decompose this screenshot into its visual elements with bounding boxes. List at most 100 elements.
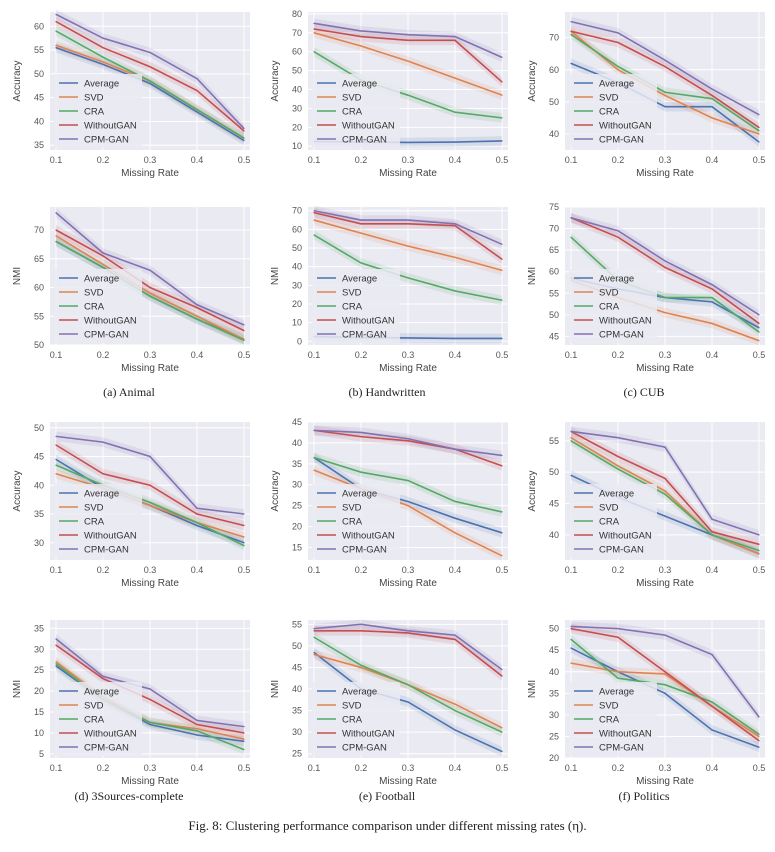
y-tick-label: 40 xyxy=(292,438,302,448)
point-withoutgan xyxy=(360,436,362,438)
x-axis-label: Missing Rate xyxy=(379,168,437,179)
y-tick-label: 70 xyxy=(549,33,559,43)
y-tick-label: 40 xyxy=(292,684,302,694)
x-tick-label: 0.3 xyxy=(144,565,157,575)
legend-label-average: Average xyxy=(342,489,377,500)
point-cpm-gan xyxy=(102,252,104,254)
point-svd xyxy=(55,235,57,237)
x-tick-label: 0.3 xyxy=(402,565,415,575)
band-withoutgan xyxy=(571,623,759,746)
legend-label-svd: SVD xyxy=(84,503,104,514)
legend-label-cra: CRA xyxy=(599,107,620,118)
point-cra xyxy=(243,545,245,547)
y-tick-label: 40 xyxy=(549,667,559,677)
point-withoutgan xyxy=(102,47,104,49)
legend-label-average: Average xyxy=(84,687,119,698)
point-cra xyxy=(501,299,503,301)
x-tick-label: 0.5 xyxy=(753,155,766,165)
x-tick-label: 0.1 xyxy=(308,763,321,773)
band-cpm-gan xyxy=(56,431,244,519)
legend-box xyxy=(569,484,657,558)
point-cpm-gan xyxy=(664,446,666,448)
point-cpm-gan xyxy=(149,269,151,271)
chart-svg: 5 10 15 20 25 30 35 0.1 0.2 0.3 0.4 0.5 Missing Rate… xyxy=(12,620,250,787)
point-cra xyxy=(149,501,151,504)
band-average xyxy=(56,661,244,747)
point-average xyxy=(711,729,713,731)
y-tick-label: 5 xyxy=(39,749,44,759)
point-cpm-gan xyxy=(243,513,245,515)
legend: Average SVD CRA WithoutGAN CPM-GAN xyxy=(54,682,142,756)
point-average xyxy=(664,106,666,108)
x-tick-label: 0.2 xyxy=(355,155,368,165)
point-withoutgan xyxy=(711,94,713,97)
x-tick-label: 0.2 xyxy=(355,763,368,773)
x-tick-label: 0.4 xyxy=(191,350,204,360)
point-cpm-gan xyxy=(407,630,409,632)
legend: Average SVD CRA WithoutGAN CPM-GAN xyxy=(54,269,142,343)
x-tick-label: 0.5 xyxy=(238,350,251,360)
band-withoutgan xyxy=(56,640,244,738)
chart-3sources-accuracy: 30 35 40 45 50 0.1 0.2 0.3 0.4 0.5 Missing Rate Acc… xyxy=(0,410,258,600)
point-cpm-gan xyxy=(711,284,713,286)
legend-label-withoutgan: WithoutGAN xyxy=(84,316,137,327)
legend-label-average: Average xyxy=(84,79,119,90)
legend-label-svd: SVD xyxy=(342,503,362,514)
point-withoutgan xyxy=(55,229,57,231)
x-axis-label: Missing Rate xyxy=(379,578,437,589)
x-tick-label: 0.1 xyxy=(565,565,578,575)
y-axis-label: NMI xyxy=(527,267,538,285)
legend-label-withoutgan: WithoutGAN xyxy=(84,531,137,542)
point-cra xyxy=(313,636,315,638)
y-tick-label: 25 xyxy=(292,501,302,511)
y-tick-label: 75 xyxy=(549,202,559,212)
point-cpm-gan xyxy=(407,219,409,221)
x-tick-label: 0.5 xyxy=(496,763,509,773)
x-axis-label: Missing Rate xyxy=(379,776,437,787)
point-average xyxy=(243,542,245,544)
point-cra xyxy=(617,677,619,679)
point-cra xyxy=(149,721,151,724)
point-cra xyxy=(149,295,151,297)
point-withoutgan xyxy=(501,81,503,83)
y-axis-label: Accuracy xyxy=(12,470,23,511)
point-cpm-gan xyxy=(55,212,57,214)
point-svd xyxy=(243,536,245,538)
y-tick-label: 35 xyxy=(34,140,44,150)
point-cpm-gan xyxy=(360,30,362,32)
legend-box xyxy=(312,484,400,558)
band-cpm-gan xyxy=(314,205,502,250)
point-average xyxy=(664,515,666,517)
y-tick-label: 50 xyxy=(549,310,559,320)
band-cpm-gan xyxy=(571,16,759,120)
legend-label-withoutgan: WithoutGAN xyxy=(599,531,652,542)
point-cpm-gan xyxy=(454,223,456,225)
point-svd xyxy=(501,727,503,729)
point-withoutgan xyxy=(243,130,245,132)
legend-label-svd: SVD xyxy=(84,701,104,712)
y-tick-label: 70 xyxy=(292,206,302,216)
legend-label-average: Average xyxy=(599,274,634,285)
chart-handwritten-nmi: 0 10 20 30 40 50 60 70 0.1 0.2 0.3 0.4 0.5 Missing Ra… xyxy=(258,195,516,385)
y-tick-label: 40 xyxy=(292,262,302,272)
y-tick-label: 65 xyxy=(549,245,559,255)
chart-svg: 15 20 25 30 35 40 45 0.1 0.2 0.3 0.4 0.5 Missing Rat… xyxy=(270,417,508,589)
y-tick-label: 30 xyxy=(292,727,302,737)
point-withoutgan xyxy=(360,35,362,38)
legend-label-withoutgan: WithoutGAN xyxy=(342,531,395,542)
point-cpm-gan xyxy=(243,324,245,326)
point-cpm-gan xyxy=(313,22,315,24)
chart-svg: 25 30 35 40 45 50 55 0.1 0.2 0.3 0.4 0.5 Missing Rat… xyxy=(270,619,509,787)
y-tick-label: 60 xyxy=(292,224,302,234)
legend: Average SVD CRA WithoutGAN CPM-GAN xyxy=(312,269,400,343)
point-cra xyxy=(711,296,713,299)
legend-label-cra: CRA xyxy=(342,302,363,313)
point-cra xyxy=(55,240,57,243)
point-cra xyxy=(758,733,760,735)
band-withoutgan xyxy=(314,207,502,265)
point-cra xyxy=(360,262,362,264)
point-withoutgan xyxy=(55,444,57,446)
point-cra xyxy=(313,456,315,459)
point-cra xyxy=(664,493,666,495)
